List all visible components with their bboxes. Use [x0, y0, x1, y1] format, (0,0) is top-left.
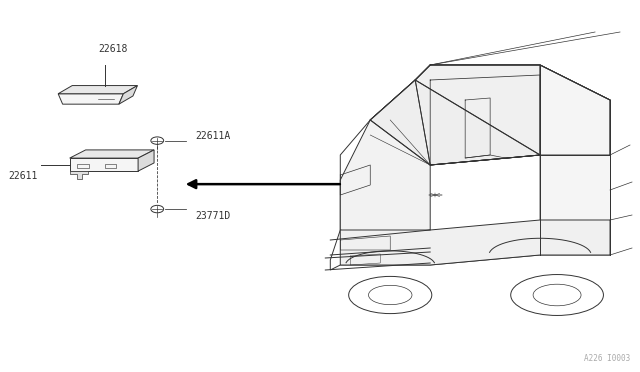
Polygon shape: [340, 80, 430, 240]
Text: 22618: 22618: [98, 44, 127, 54]
Polygon shape: [70, 171, 88, 179]
Polygon shape: [138, 150, 154, 171]
Polygon shape: [58, 94, 124, 104]
Text: 23771D: 23771D: [196, 211, 231, 221]
Circle shape: [151, 137, 164, 144]
Polygon shape: [70, 158, 138, 171]
Polygon shape: [540, 65, 610, 220]
Polygon shape: [340, 220, 610, 265]
Polygon shape: [371, 80, 540, 165]
Polygon shape: [58, 86, 138, 94]
Polygon shape: [540, 155, 610, 220]
Polygon shape: [415, 65, 610, 155]
Text: A226 I0003: A226 I0003: [584, 354, 630, 363]
Bar: [105, 164, 116, 168]
Polygon shape: [70, 150, 154, 158]
Ellipse shape: [511, 275, 604, 315]
Polygon shape: [119, 86, 138, 104]
Polygon shape: [330, 65, 610, 270]
Ellipse shape: [349, 276, 432, 314]
Text: 22611: 22611: [8, 171, 38, 180]
Text: 22611A: 22611A: [196, 131, 231, 141]
Bar: [77, 164, 89, 168]
Polygon shape: [371, 65, 540, 165]
Circle shape: [151, 205, 164, 213]
